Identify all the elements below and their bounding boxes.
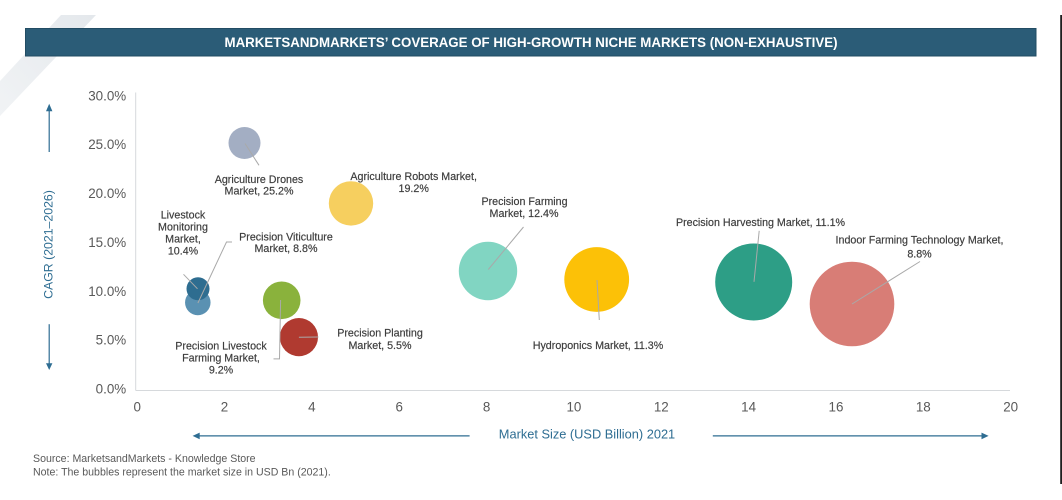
svg-text:Indoor Farming Technology Mark: Indoor Farming Technology Market, (836, 235, 1004, 247)
svg-text:Precision Harvesting Market, 1: Precision Harvesting Market, 11.1% (676, 217, 846, 229)
svg-text:Market, 8.8%: Market, 8.8% (255, 243, 318, 255)
svg-text:Monitoring: Monitoring (158, 222, 208, 234)
svg-text:25.0%: 25.0% (88, 137, 126, 152)
svg-text:Precision Viticulture: Precision Viticulture (239, 232, 333, 244)
svg-text:20.0%: 20.0% (88, 186, 126, 201)
svg-text:CAGR (2021–2026): CAGR (2021–2026) (42, 190, 56, 299)
svg-text:MARKETSANDMARKETS’ COVERAGE OF: MARKETSANDMARKETS’ COVERAGE OF HIGH-GROW… (225, 34, 838, 50)
svg-text:0: 0 (133, 399, 140, 414)
svg-text:12: 12 (654, 399, 669, 414)
svg-text:Market, 12.4%: Market, 12.4% (490, 208, 559, 220)
svg-text:Agriculture Drones: Agriculture Drones (215, 174, 304, 186)
svg-text:Precision Planting: Precision Planting (337, 327, 423, 339)
svg-text:Livestock: Livestock (161, 210, 206, 222)
svg-text:2: 2 (221, 399, 228, 414)
svg-text:6: 6 (395, 399, 402, 414)
svg-text:10: 10 (566, 399, 581, 414)
svg-text:10.4%: 10.4% (168, 246, 199, 258)
svg-text:16: 16 (829, 399, 844, 414)
svg-text:Note: The bubbles represent th: Note: The bubbles represent the market s… (33, 466, 331, 478)
svg-text:Market Size (USD Billion) 2021: Market Size (USD Billion) 2021 (499, 426, 675, 441)
svg-text:18: 18 (916, 399, 931, 414)
svg-text:9.2%: 9.2% (209, 365, 234, 377)
svg-text:Market, 5.5%: Market, 5.5% (349, 340, 412, 352)
svg-text:5.0%: 5.0% (96, 333, 127, 348)
svg-text:8.8%: 8.8% (907, 248, 932, 260)
svg-text:Market, 25.2%: Market, 25.2% (225, 186, 294, 198)
svg-text:Source: MarketsandMarkets - Kn: Source: MarketsandMarkets - Knowledge St… (33, 453, 256, 465)
svg-text:19.2%: 19.2% (399, 183, 430, 195)
svg-text:Precision Farming: Precision Farming (481, 196, 567, 208)
svg-text:20: 20 (1003, 399, 1018, 414)
svg-text:4: 4 (308, 399, 316, 414)
svg-text:0.0%: 0.0% (96, 382, 127, 397)
svg-text:14: 14 (741, 399, 756, 414)
svg-text:Hydroponics Market, 11.3%: Hydroponics Market, 11.3% (533, 340, 664, 352)
svg-text:Precision Livestock: Precision Livestock (175, 341, 267, 353)
svg-text:8: 8 (483, 399, 490, 414)
svg-text:30.0%: 30.0% (88, 88, 126, 103)
svg-text:Farming Market,: Farming Market, (182, 353, 260, 365)
svg-text:15.0%: 15.0% (88, 235, 126, 250)
svg-text:10.0%: 10.0% (88, 284, 126, 299)
svg-text:Market,: Market, (165, 234, 201, 246)
svg-text:Agriculture Robots Market,: Agriculture Robots Market, (350, 171, 477, 183)
